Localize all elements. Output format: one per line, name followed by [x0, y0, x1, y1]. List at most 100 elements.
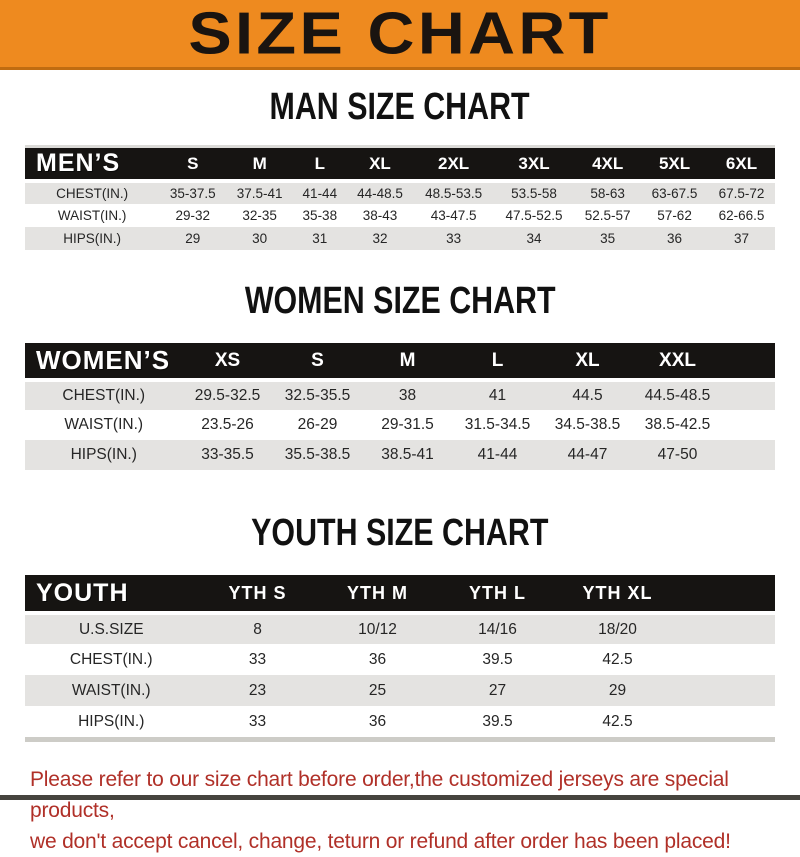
size-value: 25: [368, 681, 387, 699]
bottom-edge-bar: [0, 795, 800, 800]
section-men: MAN SIZE CHART MEN’S S M L XL 2XL 3XL 4XL 5XL 6XL…: [0, 86, 800, 250]
row-label: CHEST(IN.): [56, 186, 129, 201]
size-value: 58-63: [590, 186, 625, 201]
size-value: 41: [488, 387, 507, 404]
row-spacer-cell: [678, 644, 776, 675]
row-spacer-cell: [678, 706, 776, 737]
size-value: 34.5-38.5: [554, 416, 621, 433]
row-label: CHEST(IN.): [62, 387, 146, 404]
size-column-header: L: [293, 146, 347, 183]
measurement-row: CHEST(IN.) 33 36 39.5 42.5: [25, 644, 775, 675]
size-value: 38: [398, 387, 417, 404]
size-value: 10/12: [358, 620, 397, 638]
row-spacer-cell: [723, 440, 776, 470]
size-column-header: YTH S: [197, 575, 318, 615]
size-value: 63-67.5: [651, 186, 698, 201]
size-value: 35-38: [302, 208, 338, 223]
size-value: 48.5-53.5: [425, 186, 483, 201]
youth-section-heading: YOUTH SIZE CHART: [251, 512, 549, 554]
size-value: 44-47: [567, 446, 608, 463]
row-label: WAIST(IN.): [57, 208, 127, 223]
size-value: 27: [488, 681, 507, 699]
size-value: 37: [733, 231, 750, 246]
measurement-row: CHEST(IN.) 35-37.5 37.5-41 41-44 44-48.5 48.5…: [25, 181, 775, 204]
youth-size-table: YOUTH YTH S YTH M YTH L YTH XL U.S.SIZE 8 10/12…: [25, 575, 775, 737]
row-label: HIPS(IN.): [78, 712, 145, 730]
men-section-heading: MAN SIZE CHART: [269, 86, 531, 128]
row-label: HIPS(IN.): [70, 446, 137, 463]
size-value: 29-31.5: [381, 416, 434, 433]
size-column-header: 6XL: [708, 146, 775, 183]
size-column-header: XXL: [632, 343, 723, 382]
size-value: 33: [446, 231, 462, 246]
youth-heading-wrap: YOUTH SIZE CHART: [0, 512, 800, 555]
size-value: 23: [248, 681, 267, 699]
size-value: 67.5-72: [718, 186, 765, 201]
size-value: 23.5-26: [201, 416, 254, 433]
size-value: 32: [372, 231, 388, 246]
size-value: 39.5: [482, 650, 513, 668]
size-value: 62-66.5: [718, 208, 765, 223]
size-column-header: YTH L: [437, 575, 558, 615]
row-spacer-cell: [723, 380, 776, 410]
size-value: 37.5-41: [236, 186, 283, 201]
size-column-header: XS: [182, 343, 273, 382]
measurement-row: HIPS(IN.) 33-35.5 35.5-38.5 38.5-41 41-44 44-…: [25, 440, 775, 470]
size-value: 42.5: [602, 712, 633, 730]
size-value: 18/20: [598, 620, 637, 638]
size-value: 42.5: [602, 650, 633, 668]
size-column-header: YTH XL: [557, 575, 678, 615]
footer-note: Please refer to our size chart before or…: [30, 764, 800, 857]
row-spacer-cell: [678, 613, 776, 644]
size-value: 29.5-32.5: [194, 387, 261, 404]
row-label: WAIST(IN.): [71, 681, 151, 699]
size-value: 32.5-35.5: [284, 387, 351, 404]
size-value: 44.5-48.5: [644, 387, 711, 404]
size-value: 31.5-34.5: [464, 416, 531, 433]
size-value: 57-62: [657, 208, 692, 223]
banner: SIZE CHART: [0, 0, 800, 70]
row-label: U.S.SIZE: [78, 620, 144, 638]
size-value: 36: [667, 231, 683, 246]
size-value: 33-35.5: [201, 446, 254, 463]
row-label: WAIST(IN.): [64, 416, 144, 433]
header-spacer-cell: [677, 575, 775, 615]
table-title: MEN’S: [25, 146, 160, 183]
size-value: 44.5: [572, 387, 603, 404]
size-value: 47-50: [657, 446, 698, 463]
size-value: 14/16: [478, 620, 517, 638]
size-column-header: XL: [346, 146, 414, 183]
measurement-row: WAIST(IN.) 29-32 32-35 35-38 38-43 43-47.5 47.…: [25, 204, 775, 227]
youth-table-bottom-strip: [25, 737, 775, 742]
size-value: 52.5-57: [584, 208, 631, 223]
section-youth: YOUTH SIZE CHART YOUTH YTH S YTH M YTH L YTH…: [0, 512, 800, 742]
size-value: 53.5-58: [511, 186, 557, 201]
men-heading-wrap: MAN SIZE CHART: [0, 86, 800, 129]
size-value: 29: [185, 231, 201, 246]
measurement-row: WAIST(IN.) 23 25 27 29: [25, 675, 775, 706]
size-column-header: M: [226, 146, 294, 183]
banner-title: SIZE CHART: [188, 0, 612, 67]
header-spacer-cell: [722, 343, 775, 382]
measurement-row: U.S.SIZE 8 10/12 14/16 18/20: [25, 613, 775, 644]
section-women: WOMEN SIZE CHART WOMEN’S XS S M L XL XXL CHEST(…: [0, 280, 800, 470]
size-value: 38.5-41: [381, 446, 434, 463]
size-value: 32-35: [242, 208, 277, 223]
measurement-row: WAIST(IN.) 23.5-26 26-29 29-31.5 31.5-34.5 34…: [25, 410, 775, 440]
size-column-header: 4XL: [574, 146, 642, 183]
row-label: HIPS(IN.): [63, 231, 122, 246]
row-spacer-cell: [678, 675, 776, 706]
size-value: 43-47.5: [430, 208, 477, 223]
size-value: 35: [600, 231, 616, 246]
size-value: 29-32: [175, 208, 211, 223]
size-column-header: YTH M: [317, 575, 438, 615]
size-column-header: XL: [542, 343, 633, 382]
table-title: YOUTH: [25, 575, 198, 615]
size-column-header: S: [159, 146, 227, 183]
size-column-header: 5XL: [641, 146, 709, 183]
size-value: 26-29: [297, 416, 338, 433]
size-value: 38.5-42.5: [644, 416, 711, 433]
size-value: 41-44: [477, 446, 518, 463]
size-value: 36: [368, 650, 387, 668]
